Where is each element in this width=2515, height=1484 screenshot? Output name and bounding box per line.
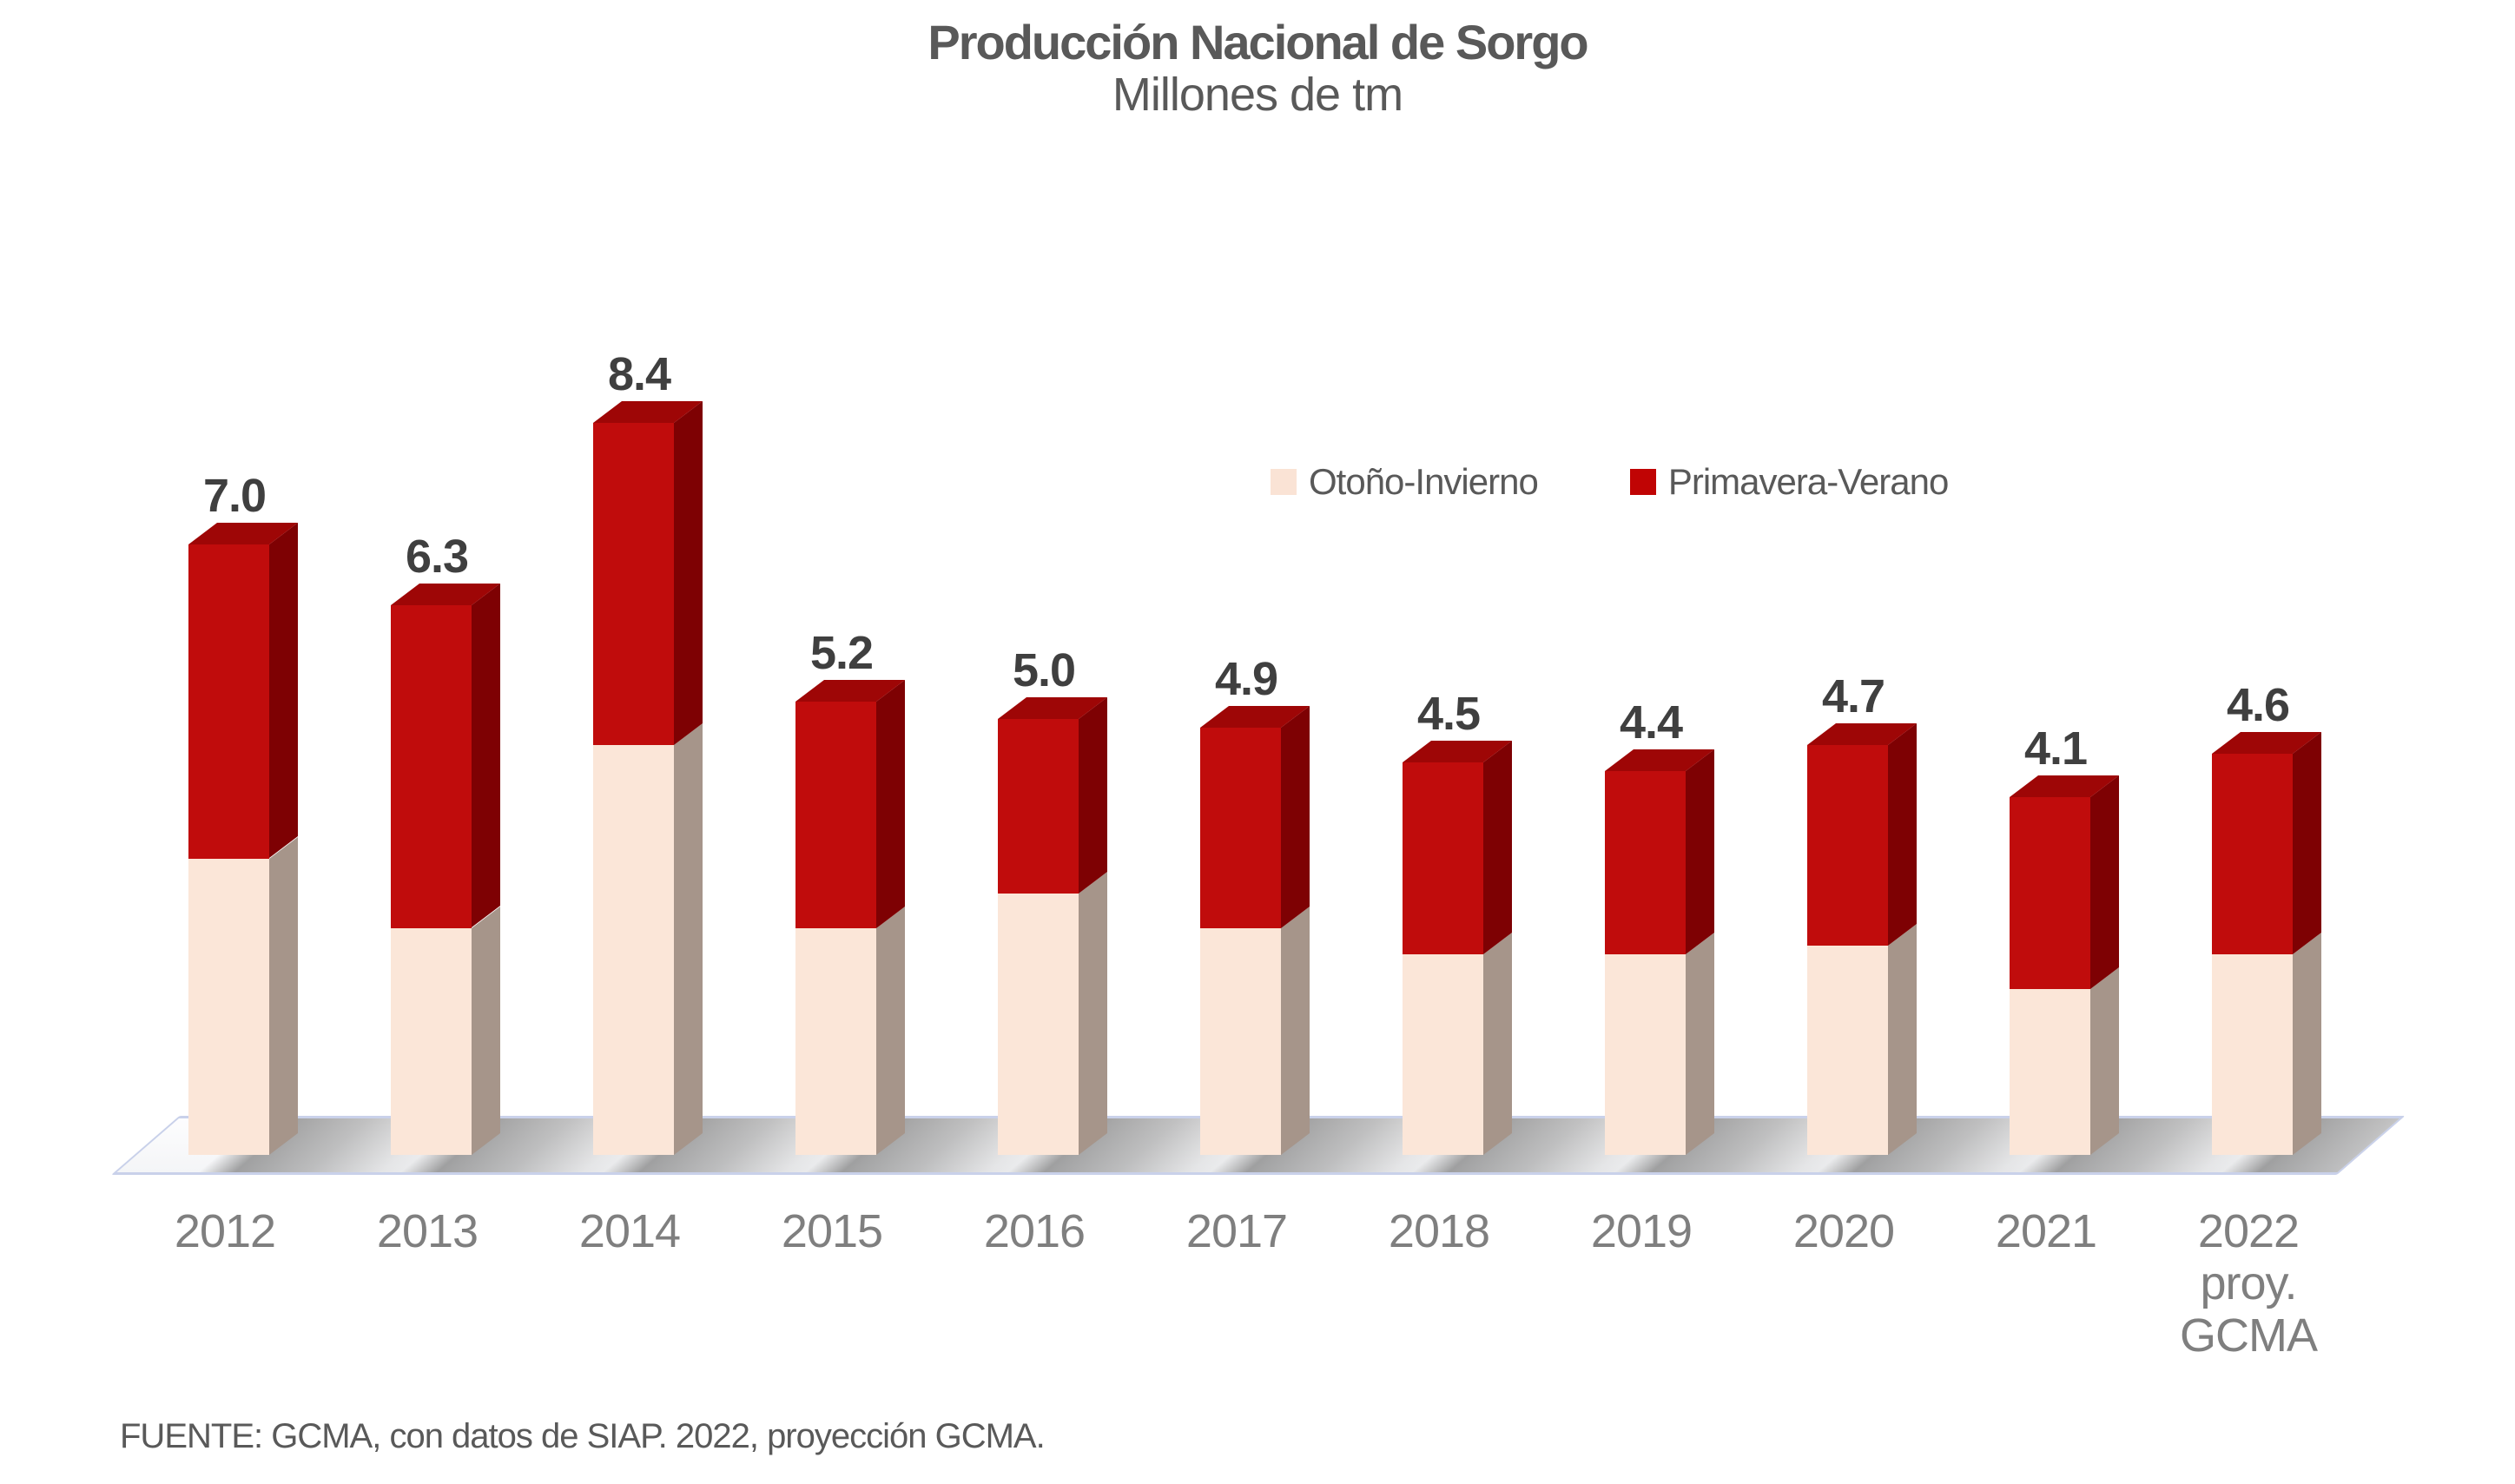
bar-total-label: 4.7 <box>1821 670 1885 723</box>
x-axis-label: 2018 <box>1388 1205 1490 1257</box>
bar-segment-otono-front <box>2010 989 2090 1155</box>
bar-segment-otono-front <box>1807 946 1888 1155</box>
x-axis-label: 2019 <box>1590 1205 1693 1257</box>
bar-segment-otono-side <box>1079 871 1107 1155</box>
bar-total-label: 6.3 <box>405 531 469 584</box>
bar-segment-otono-side <box>472 906 500 1155</box>
bar-segment-primavera-front <box>1200 728 1281 928</box>
bar-segment-otono-side <box>2293 933 2321 1155</box>
bar-segment-primavera-side <box>472 584 500 928</box>
bar-segment-primavera-front <box>2212 754 2293 955</box>
bar-segment-otono-side <box>674 723 703 1155</box>
bar-segment-primavera-side <box>1483 741 1512 955</box>
bar-segment-primavera-side <box>1079 696 1107 894</box>
bar-segment-primavera-front <box>593 422 674 746</box>
bar-segment-otono-side <box>269 836 298 1155</box>
bar-segment-primavera-side <box>1888 723 1917 946</box>
bar-segment-primavera-front <box>1807 745 1888 946</box>
bar-segment-primavera-side <box>1686 749 1714 955</box>
bar-segment-primavera-front <box>391 605 472 928</box>
bar-segment-otono-front <box>593 745 674 1155</box>
x-axis-label: 2020 <box>1792 1205 1895 1257</box>
bar-total-label: 4.9 <box>1214 653 1278 706</box>
legend-item: Otoño-Invierno <box>1271 461 1539 503</box>
bar-segment-primavera-front <box>1605 771 1686 955</box>
bar-segment-otono-front <box>1605 954 1686 1155</box>
bar-total-label: 7.0 <box>202 470 267 523</box>
bar-total-label: 5.0 <box>1012 644 1076 696</box>
legend-swatch-primavera-verano <box>1629 469 1656 495</box>
bar-total-label: 5.2 <box>809 626 874 679</box>
bar-segment-primavera-side <box>876 679 905 928</box>
bar-segment-primavera-side <box>269 523 298 859</box>
x-axis-label: 2014 <box>578 1205 681 1257</box>
legend-label: Primavera-Verano <box>1667 461 1949 502</box>
source-note: FUENTE: GCMA, con datos de SIAP. 2022, p… <box>120 1417 1046 1455</box>
x-axis-label: 2022 proy. GCMA <box>2180 1205 2318 1362</box>
bar-segment-otono-side <box>1483 933 1512 1155</box>
bar-segment-primavera-side <box>2293 732 2321 955</box>
bar-total-label: 8.4 <box>607 347 671 400</box>
x-axis-label: 2017 <box>1185 1205 1288 1257</box>
bar-segment-primavera-side <box>1281 706 1310 928</box>
bar-segment-otono-front <box>1200 927 1281 1155</box>
bar-segment-primavera-front <box>795 701 876 928</box>
legend-item: Primavera-Verano <box>1629 461 1949 503</box>
chart-subtitle: Millones de tm <box>1112 69 1403 121</box>
bar-segment-otono-side <box>876 906 905 1155</box>
legend-swatch-otono-invierno <box>1271 469 1297 495</box>
bar-segment-otono-front <box>391 927 472 1155</box>
bar-segment-otono-side <box>2090 967 2119 1155</box>
bar-segment-primavera-front <box>1403 762 1483 955</box>
x-axis-label: 2015 <box>781 1205 883 1257</box>
bar-segment-primavera-side <box>674 400 703 746</box>
bar-segment-otono-front <box>188 858 269 1155</box>
bar-segment-primavera-side <box>2090 775 2119 990</box>
chart-title: Producción Nacional de Sorgo <box>927 15 1588 69</box>
x-axis-label: 2016 <box>983 1205 1086 1257</box>
bar-total-label: 4.1 <box>2023 722 2088 775</box>
bar-segment-primavera-front <box>2010 797 2090 990</box>
bar-segment-otono-front <box>998 893 1079 1155</box>
bar-segment-otono-side <box>1888 924 1917 1155</box>
bar-segment-primavera-front <box>998 719 1079 894</box>
bar-segment-otono-front <box>1403 954 1483 1155</box>
bar-segment-otono-front <box>2212 954 2293 1155</box>
bar-total-label: 4.6 <box>2226 679 2290 732</box>
x-axis-label: 2021 <box>1995 1205 2097 1257</box>
bar-total-label: 4.5 <box>1416 688 1481 741</box>
bar-total-label: 4.4 <box>1619 696 1683 749</box>
x-axis-label: 2012 <box>174 1205 276 1257</box>
legend: Otoño-Invierno Primavera-Verano <box>1271 461 1949 503</box>
legend-label: Otoño-Invierno <box>1309 461 1539 502</box>
bar-segment-otono-side <box>1686 933 1714 1155</box>
bar-segment-primavera-front <box>188 544 269 859</box>
x-axis-label: 2013 <box>376 1205 479 1257</box>
bar-segment-otono-side <box>1281 906 1310 1155</box>
bar-segment-otono-front <box>795 927 876 1155</box>
